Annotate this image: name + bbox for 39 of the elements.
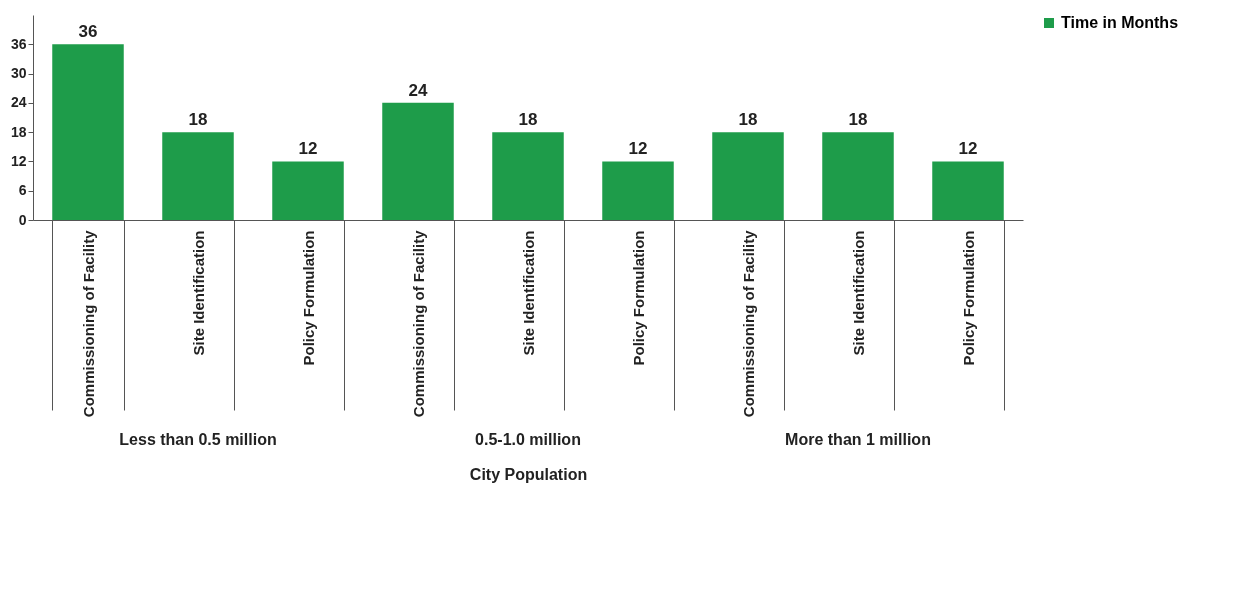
data-label: 18 — [738, 110, 758, 130]
data-label: 18 — [848, 110, 868, 130]
data-label: 18 — [518, 110, 538, 130]
x-tick-label: Site Identification — [849, 230, 867, 356]
x-axis-title: City Population — [469, 466, 588, 484]
x-tick-label: Site Identification — [189, 230, 207, 356]
text: More than 1 million — [785, 431, 931, 448]
y-tick-label: 24 — [10, 94, 27, 111]
y-tick-label: 30 — [10, 65, 27, 82]
x-tick-label: Commissioning of Facility — [409, 229, 427, 418]
x-tick-label: Commissioning of Facility — [739, 229, 757, 418]
data-label: 12 — [958, 139, 978, 159]
data-label: 12 — [298, 139, 318, 159]
y-tick-label: 36 — [10, 35, 27, 52]
bar — [382, 102, 454, 220]
y-tick-label: 0 — [18, 211, 27, 228]
x-tick-label: Policy Formulation — [959, 230, 977, 366]
text: 0.5-1.0 million — [475, 431, 581, 448]
data-label: 24 — [408, 80, 428, 100]
data-label: 36 — [78, 22, 98, 42]
text: Less than 0.5 million — [119, 431, 277, 448]
bar — [492, 132, 564, 220]
bar — [822, 132, 894, 220]
legend-label: Time in Months — [1061, 14, 1179, 31]
bar — [602, 161, 674, 220]
y-tick-label: 18 — [10, 123, 27, 140]
x-tick-label: Commissioning of Facility — [79, 229, 97, 418]
bar — [272, 161, 344, 220]
y-tick-label: 12 — [10, 152, 27, 169]
bar — [932, 161, 1004, 220]
y-tick-label: 6 — [18, 182, 27, 199]
bar — [712, 132, 784, 220]
x-tick-label: Policy Formulation — [629, 230, 647, 366]
x-tick-label: Site Identification — [519, 230, 537, 356]
x-tick-label: Policy Formulation — [299, 230, 317, 366]
data-label: 12 — [628, 139, 648, 159]
data-label: 18 — [188, 110, 208, 130]
bar — [52, 44, 124, 220]
bar — [162, 132, 234, 220]
